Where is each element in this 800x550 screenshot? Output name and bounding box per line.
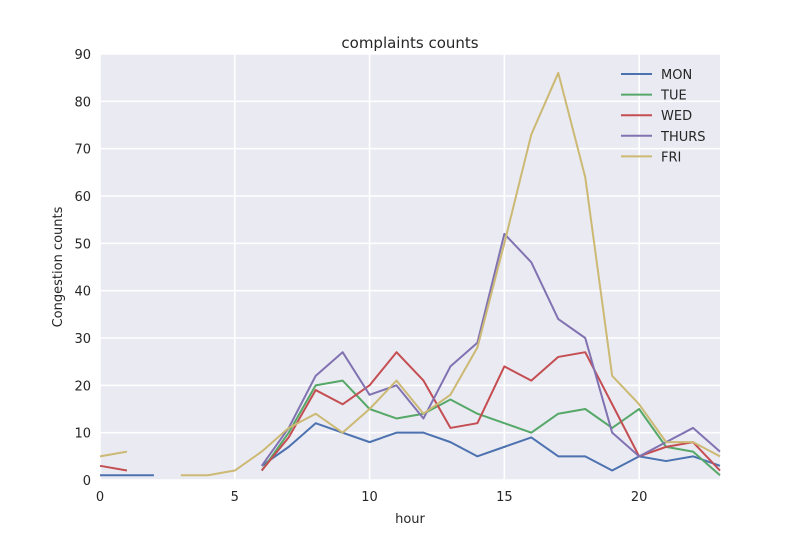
x-tick-label: 20 xyxy=(631,490,648,505)
series-line-wed xyxy=(99,464,128,472)
series-line-mon xyxy=(261,422,721,472)
y-tick-label: 10 xyxy=(74,427,91,442)
x-tick-label: 0 xyxy=(96,490,104,505)
y-tick-label: 50 xyxy=(74,237,91,252)
y-tick-label: 40 xyxy=(74,285,91,300)
legend: MON TUE WED THURS FRI xyxy=(621,68,706,165)
chart-title: complaints counts xyxy=(341,34,478,52)
x-tick-labels: 0 5 10 15 20 xyxy=(96,490,648,505)
y-tick-label: 20 xyxy=(74,379,91,394)
series-line-fri xyxy=(99,450,128,458)
y-tick-label: 60 xyxy=(74,190,91,205)
y-tick-label: 70 xyxy=(74,143,91,158)
legend-label-thurs: THURS xyxy=(660,130,706,145)
x-tick-label: 5 xyxy=(231,490,239,505)
legend-label-wed: WED xyxy=(661,109,692,124)
legend-label-fri: FRI xyxy=(661,150,681,165)
y-tick-label: 30 xyxy=(74,332,91,347)
series-line-thurs xyxy=(260,232,721,467)
y-tick-labels: 0 10 20 30 40 50 60 70 80 90 xyxy=(74,48,91,489)
gridlines xyxy=(99,53,720,481)
series-line-fri xyxy=(180,71,721,477)
x-axis-label: hour xyxy=(395,512,425,527)
series-lines xyxy=(99,71,721,477)
legend-label-tue: TUE xyxy=(660,89,687,104)
series-line-tue xyxy=(260,379,721,477)
plot-background xyxy=(100,54,720,480)
y-tick-label: 0 xyxy=(83,474,91,489)
y-tick-label: 90 xyxy=(74,48,91,63)
x-tick-label: 10 xyxy=(361,490,378,505)
legend-label-mon: MON xyxy=(661,68,692,83)
x-tick-label: 15 xyxy=(496,490,513,505)
y-axis-label: Congestion counts xyxy=(51,206,66,327)
y-tick-label: 80 xyxy=(74,95,91,110)
